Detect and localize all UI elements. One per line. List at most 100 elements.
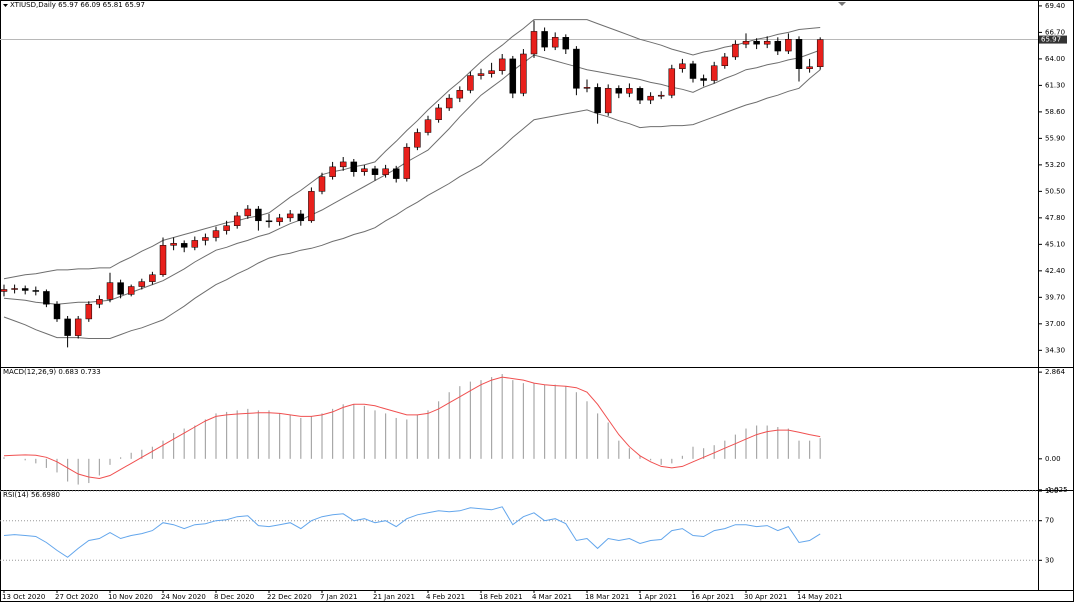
x-tick-label: 16 Apr 2021 [691,593,734,601]
y-tick-label: 0.00 [1045,455,1061,463]
candle-body [53,303,61,320]
candle-body [742,40,750,45]
y-tick-label: 61.30 [1045,81,1065,89]
candle-body [445,97,453,109]
candle-body [64,318,71,336]
candle-body [414,132,421,148]
rsi-title: RSI(14) 56.6980 [3,491,60,499]
x-tick-label: 24 Nov 2020 [161,593,206,601]
x-tick-label: 30 Apr 2021 [744,593,787,601]
candle-body [689,63,697,79]
y-tick-label: 2.864 [1045,368,1066,376]
x-tick-label: 14 May 2021 [797,593,843,601]
x-tick-label: 8 Dec 2020 [214,593,254,601]
candle-body [0,289,8,292]
candle-body [11,288,18,290]
y-tick-label: 70 [1045,517,1054,525]
y-tick-label: 55.90 [1045,134,1065,142]
y-tick-label: 34.30 [1045,346,1065,354]
candle-body [626,88,633,94]
candle-body [318,176,326,192]
x-tick-label: 22 Dec 2020 [267,593,312,601]
bollinger-lower [3,69,821,339]
macd-title: MACD(12,26,9) 0.683 0.733 [3,368,101,376]
last-price-label: 65.97 [1041,36,1061,44]
candle-body [127,286,135,295]
candle-body [509,58,517,94]
candle-body [668,68,676,96]
x-tick-label: 21 Jan 2021 [373,593,415,601]
candle-body [594,87,601,114]
shift-marker [838,2,846,6]
candle-body [636,88,644,101]
y-tick-label: 39.70 [1045,293,1065,301]
candle-body [520,53,527,94]
candle-body [233,215,241,226]
candle-body [350,161,358,172]
candle-body [96,299,103,305]
title-marker [3,4,8,7]
candle-body [276,217,283,223]
candle-body [573,48,580,89]
y-tick-label: 66.70 [1045,28,1065,36]
y-tick-label: 64.00 [1045,55,1065,63]
candle-body [159,245,167,276]
rsi-line [3,506,821,558]
candle-body [530,31,538,55]
candle-body [149,274,156,282]
candle-body [732,43,739,58]
candle-body [329,166,336,177]
macd-signal [3,376,821,480]
candle-body [106,282,114,300]
candle-body [679,63,686,69]
candle-body [435,107,442,120]
candle-body [456,90,464,99]
candle-body [21,288,29,291]
candle-body [308,191,315,222]
y-tick-label: 37.00 [1045,320,1065,328]
y-tick-label: 69.40 [1045,2,1065,10]
candle-body [223,225,230,231]
candle-body [43,291,50,305]
candle-body [816,39,824,67]
candle-body [361,168,368,172]
candle-body [202,237,209,241]
candle-body [255,208,262,222]
candle-body [657,94,665,97]
candle-body [551,37,559,48]
candle-body [403,146,411,179]
candle-body [74,318,82,336]
candle-body [117,282,124,295]
x-tick-label: 18 Mar 2021 [585,593,629,601]
candle-body [562,37,570,50]
candle-body [615,88,623,94]
chart-title: XTIUSD,Daily 65.97 66.09 65.81 65.97 [10,1,145,9]
candle-body [138,281,146,287]
x-tick-label: 4 Feb 2021 [426,593,465,601]
candle-body [467,75,474,91]
x-tick-label: 18 Feb 2021 [479,593,523,601]
candle-body [180,243,188,248]
candle-body [371,168,379,175]
y-tick-label: 53.20 [1045,161,1065,169]
candle-body [191,240,199,248]
x-tick-label: 1 Apr 2021 [638,593,677,601]
candle-body [763,40,771,45]
candle-body [795,39,803,69]
x-tick-label: 27 Oct 2020 [55,593,98,601]
candle-body [339,161,347,168]
y-tick-label: 30 [1045,556,1054,564]
y-tick-label: 100 [1045,487,1058,495]
last-price-box [1039,35,1067,44]
candle-body [297,213,305,222]
candle-body [721,56,729,67]
y-tick-label: 42.40 [1045,267,1065,275]
candle-body [774,40,782,52]
candle-body [498,58,506,71]
candle-body [212,230,220,238]
candle-body [488,70,495,74]
candle-body [286,213,294,219]
candle-body [785,39,792,52]
